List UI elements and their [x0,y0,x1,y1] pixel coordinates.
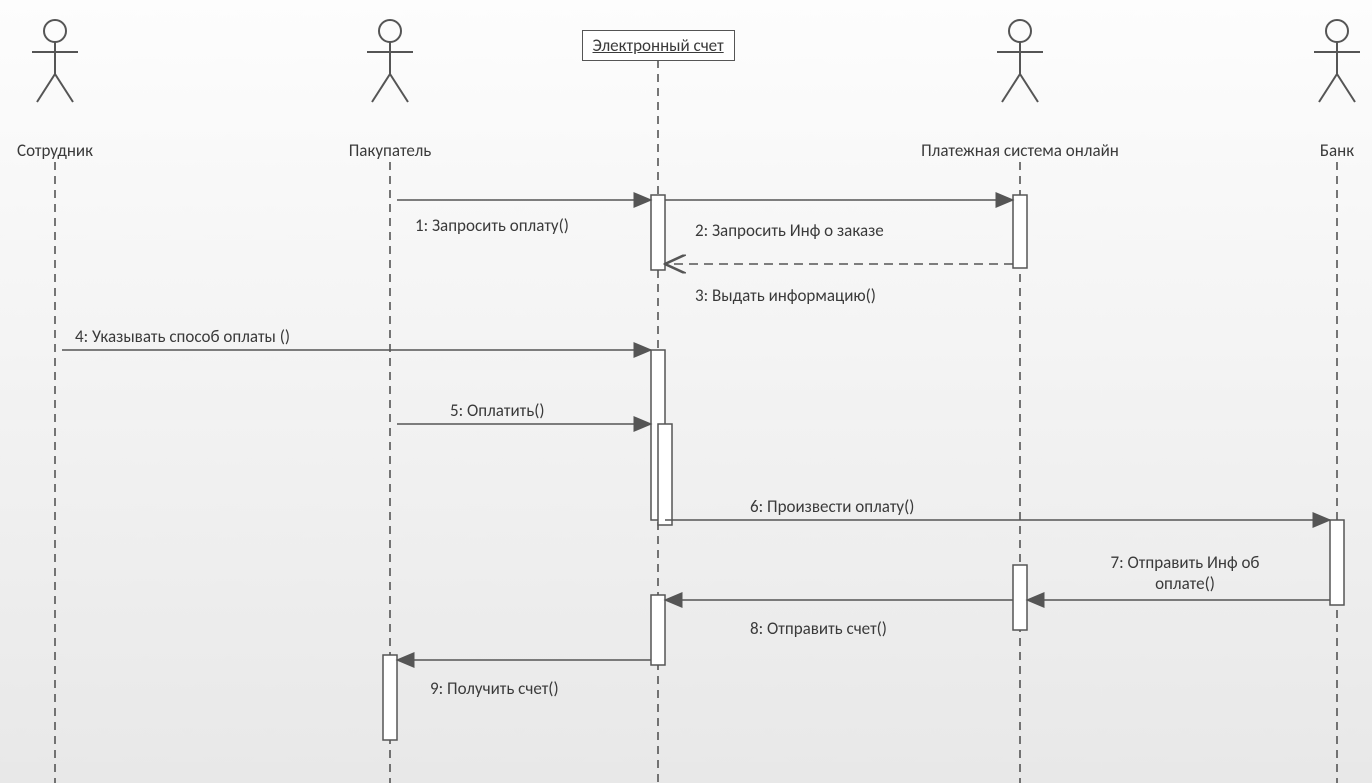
message-label-5: 5: Оплатить() [450,400,545,421]
lifeline-label-buyer: Пакупатель [270,140,510,161]
message-label-2: 2: Запросить Инф о заказе [695,220,884,241]
lifeline-label-bank: Банк [1217,140,1372,161]
message-label-9: 9: Получить счет() [430,678,559,699]
lifeline-label-paysys: Платежная система онлайн [900,140,1140,161]
message-label-6: 6: Произвести оплату() [750,496,914,517]
message-label-8: 8: Отправить счет() [750,618,887,639]
message-label-4: 4: Указывать способ оплаты () [75,326,290,347]
message-label-7: 7: Отправить Инф обоплате() [1085,552,1285,594]
lifeline-object-invoice: Электронный счет [582,30,735,61]
message-label-3: 3: Выдать информацию() [695,285,876,306]
lifeline-label-employee: Сотрудник [0,140,175,161]
message-label-1: 1: Запросить оплату() [415,215,569,236]
sequence-diagram-canvas [0,0,1372,783]
